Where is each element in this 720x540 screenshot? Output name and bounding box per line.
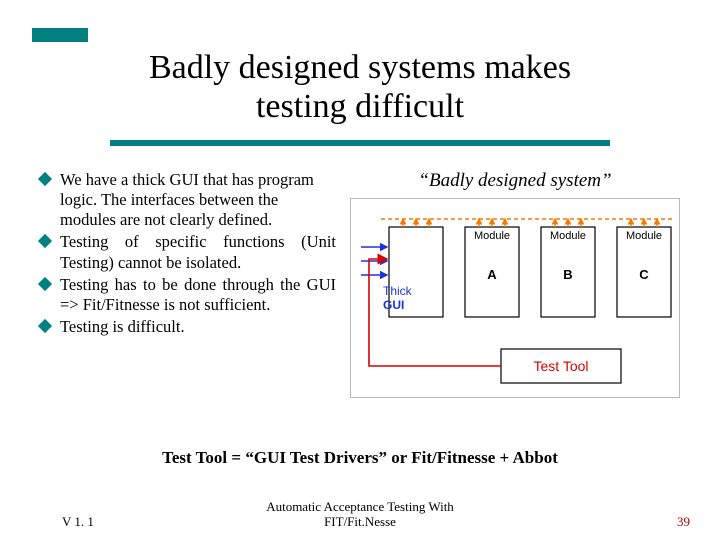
diagram-svg: Module Module Module Thick GUI A B C Tes… xyxy=(351,199,681,399)
footer-center: Automatic Acceptance Testing With FIT/Fi… xyxy=(0,499,720,530)
bullet-item: Testing is difficult. xyxy=(40,317,336,337)
accent-decoration-top xyxy=(32,28,88,42)
bottom-highlight-text: Test Tool = “GUI Test Drivers” or Fit/Fi… xyxy=(0,448,720,468)
bullet-icon xyxy=(38,319,52,333)
bullet-item: Testing has to be done through the GUI =… xyxy=(40,275,336,315)
bullet-text: Testing is difficult. xyxy=(60,317,336,337)
title-line-2: testing difficult xyxy=(256,88,464,125)
system-diagram: Module Module Module Thick GUI A B C Tes… xyxy=(350,198,680,398)
label-test-tool: Test Tool xyxy=(534,358,589,374)
bullet-text: Testing of specific functions (Unit Test… xyxy=(60,232,336,272)
label-module-a-top: Module xyxy=(474,230,510,242)
bullet-icon xyxy=(38,234,52,248)
diagram-caption: “Badly designed system” xyxy=(350,170,680,192)
title-underline xyxy=(110,140,610,146)
footer-center-line1: Automatic Acceptance Testing With xyxy=(266,499,454,514)
diagram-column: “Badly designed system” xyxy=(350,170,680,398)
footer-version: V 1. 1 xyxy=(62,514,94,530)
label-module-b: B xyxy=(563,267,572,282)
bullet-icon xyxy=(38,172,52,186)
footer-center-line2: FIT/Fit.Nesse xyxy=(324,514,396,529)
content-area: We have a thick GUI that has program log… xyxy=(40,170,680,398)
label-module-b-top: Module xyxy=(550,230,586,242)
bullet-text: We have a thick GUI that has program log… xyxy=(60,170,336,230)
title-line-1: Badly designed systems makes xyxy=(149,49,571,86)
bullet-list-column: We have a thick GUI that has program log… xyxy=(40,170,336,398)
label-module-c-top: Module xyxy=(626,230,662,242)
bullet-list: We have a thick GUI that has program log… xyxy=(40,170,336,337)
bullet-item: Testing of specific functions (Unit Test… xyxy=(40,232,336,272)
bullet-icon xyxy=(38,277,52,291)
bullet-item: We have a thick GUI that has program log… xyxy=(40,170,336,230)
label-gui-top: Thick xyxy=(383,284,413,298)
bullet-text: Testing has to be done through the GUI =… xyxy=(60,275,336,315)
footer-page-number: 39 xyxy=(677,514,690,530)
label-gui-bottom: GUI xyxy=(383,298,404,312)
label-module-a: A xyxy=(487,267,497,282)
slide-title: Badly designed systems makes testing dif… xyxy=(0,48,720,126)
label-module-c: C xyxy=(639,267,649,282)
